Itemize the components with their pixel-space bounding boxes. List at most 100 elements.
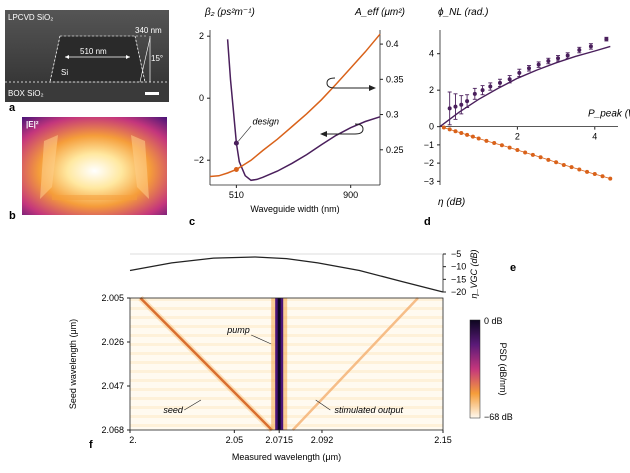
- d-point-eta: [561, 162, 566, 167]
- f-seed-label: seed: [163, 405, 184, 415]
- d-point-eta: [499, 143, 504, 148]
- c-arrow-left: [325, 123, 364, 135]
- d-point-phi: [517, 70, 522, 75]
- sem-label-width: 510 nm: [80, 47, 107, 56]
- c-right-tick-label: 0.35: [386, 74, 404, 84]
- c-left-tick-label: 2: [199, 31, 204, 41]
- d-point-eta: [441, 125, 446, 130]
- panel-letter-a: a: [9, 102, 16, 114]
- d-point-eta: [484, 138, 489, 143]
- c-design-pointer: [238, 125, 252, 142]
- f-x-tick-label: 2.: [129, 435, 137, 445]
- c-arrow-right: [326, 77, 370, 89]
- panel-letter-b: b: [9, 210, 16, 222]
- f-y-tick-label: 2.047: [101, 381, 124, 391]
- f-output-label: stimulated output: [334, 405, 403, 415]
- d-x-tick-label: 4: [592, 132, 597, 142]
- sem-cross-section: [5, 10, 169, 102]
- c-x-tick-label: 510: [229, 190, 244, 200]
- f-x-tick-label: 2.0715: [265, 435, 293, 445]
- e-series-eta-vgc: [129, 256, 444, 293]
- d-y-tick-label: −2: [424, 158, 434, 168]
- f-colorbar-label: PSD (dB/nm): [498, 342, 508, 395]
- d-y-label-top: ϕ_NL (rad.): [438, 7, 488, 18]
- d-point-eta: [476, 136, 481, 141]
- chart-c-dispersion: 2 0 −2 0.4 0.35 0.3 0.25 510 900 Waveguide width …: [194, 7, 405, 214]
- d-point-eta: [592, 172, 597, 177]
- e-y-label: η_VGC (dB): [469, 249, 479, 298]
- d-point-eta: [600, 174, 605, 179]
- f-y-label: Seed wavelength (μm): [68, 319, 78, 409]
- d-point-phi: [556, 56, 561, 61]
- c-design-marker-aeff: [233, 167, 239, 172]
- d-point-eta: [507, 145, 512, 150]
- c-right-y-label: A_eff (μm²): [354, 7, 405, 18]
- d-y-tick-label: 4: [429, 49, 434, 59]
- f-x-label: Measured wavelength (μm): [232, 452, 341, 462]
- d-point-eta: [569, 165, 574, 170]
- d-y-tick-label: −3: [424, 176, 434, 186]
- d-point-eta: [492, 141, 497, 146]
- c-left-y-label: β₂ (ps²m⁻¹): [204, 7, 255, 18]
- chart-f-spectrogram: 2.005 2.026 2.047 2.068 2. 2.05 2.0715 2.092 2.1…: [68, 293, 513, 462]
- d-point-phi: [459, 102, 464, 107]
- panel-letter-c: c: [189, 216, 196, 228]
- f-colorbar-bottom-label: −68 dB: [484, 412, 513, 422]
- f-x-tick-label: 2.092: [311, 435, 334, 445]
- d-fit-line: [439, 45, 611, 128]
- d-point-phi: [453, 104, 458, 109]
- d-point-phi: [536, 62, 541, 67]
- f-output-trace: [291, 297, 419, 431]
- d-point-phi: [472, 91, 477, 96]
- f-output-pointer: [315, 399, 331, 411]
- d-point-phi: [465, 99, 470, 104]
- d-y-label-bottom: η (dB): [438, 197, 465, 208]
- d-point-eta: [523, 150, 528, 155]
- d-point-phi: [577, 48, 582, 53]
- f-seed-trace: [139, 297, 273, 431]
- f-colorbar-top-label: 0 dB: [484, 316, 503, 326]
- chart-e-vgc-efficiency: −5 −10 −15 −20 η_VGC (dB): [129, 249, 479, 299]
- f-colorbar: [469, 319, 481, 419]
- c-series-Aeff: [209, 33, 381, 178]
- d-y-tick-label: 2: [429, 85, 434, 95]
- d-point-eta: [465, 132, 470, 137]
- d-point-phi: [480, 88, 485, 93]
- panel-letter-e: e: [510, 262, 517, 274]
- c-design-marker-beta2: [233, 140, 239, 146]
- panel-a-sem-image: LPCVD SiO₂ 340 nm 510 nm 15° Si BOX SiO₂: [5, 10, 169, 102]
- sem-label-lpcvd: LPCVD SiO₂: [8, 13, 54, 22]
- d-point-phi: [604, 37, 609, 42]
- c-right-tick-label: 0.25: [386, 145, 404, 155]
- d-point-eta: [447, 127, 452, 132]
- f-x-tick-label: 2.05: [226, 435, 244, 445]
- chart-d-nonlinear-phase: 4 2 0 −1 −2 −3 2 4 P_peak (W) ϕ_NL (rad.) η (dB): [424, 7, 630, 208]
- c-arrow-right-head: [369, 85, 376, 91]
- d-y-tick-label: 0: [429, 122, 434, 132]
- d-point-eta: [538, 155, 543, 160]
- d-point-eta: [530, 152, 535, 157]
- d-point-phi: [497, 80, 502, 85]
- d-point-eta: [608, 176, 613, 181]
- sem-label-box: BOX SiO₂: [8, 89, 44, 98]
- field-label: |E|²: [26, 120, 39, 129]
- c-series-beta2: [226, 39, 381, 182]
- d-y-tick-label: −1: [424, 140, 434, 150]
- f-y-tick-label: 2.005: [101, 293, 124, 303]
- e-y-tick-label: −5: [451, 249, 461, 259]
- d-point-phi: [546, 59, 551, 63]
- mode-field-lobes: [40, 135, 149, 200]
- d-point-phi: [527, 66, 531, 71]
- f-seed-pointer: [184, 399, 202, 411]
- sem-label-height: 340 nm: [135, 26, 162, 35]
- f-pump-label: pump: [226, 325, 250, 335]
- d-point-phi: [447, 106, 452, 111]
- f-seed-glow: [138, 295, 275, 433]
- sem-label-si: Si: [61, 68, 69, 77]
- d-point-eta: [459, 131, 464, 136]
- c-x-label: Waveguide width (nm): [250, 204, 339, 214]
- panel-letter-f: f: [89, 439, 93, 451]
- d-point-eta: [577, 167, 582, 172]
- c-right-tick-label: 0.4: [386, 39, 399, 49]
- d-point-phi: [507, 77, 512, 82]
